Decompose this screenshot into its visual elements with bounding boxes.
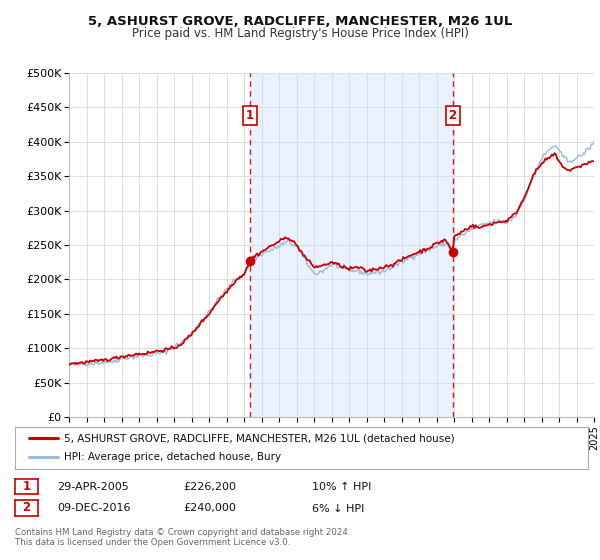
Text: 29-APR-2005: 29-APR-2005 — [57, 482, 129, 492]
Text: 5, ASHURST GROVE, RADCLIFFE, MANCHESTER, M26 1UL: 5, ASHURST GROVE, RADCLIFFE, MANCHESTER,… — [88, 15, 512, 28]
Text: £240,000: £240,000 — [183, 503, 236, 514]
Text: HPI: Average price, detached house, Bury: HPI: Average price, detached house, Bury — [64, 452, 281, 463]
Bar — [250, 73, 452, 417]
Text: 2: 2 — [22, 501, 31, 515]
Text: 6% ↓ HPI: 6% ↓ HPI — [312, 503, 364, 514]
Text: 10% ↑ HPI: 10% ↑ HPI — [312, 482, 371, 492]
Text: £226,200: £226,200 — [183, 482, 236, 492]
Text: 1: 1 — [22, 480, 31, 493]
Text: 1: 1 — [246, 109, 254, 122]
Text: 2: 2 — [449, 109, 457, 122]
Text: 09-DEC-2016: 09-DEC-2016 — [57, 503, 131, 514]
Text: Price paid vs. HM Land Registry's House Price Index (HPI): Price paid vs. HM Land Registry's House … — [131, 27, 469, 40]
Text: Contains HM Land Registry data © Crown copyright and database right 2024.
This d: Contains HM Land Registry data © Crown c… — [15, 528, 350, 547]
Text: 5, ASHURST GROVE, RADCLIFFE, MANCHESTER, M26 1UL (detached house): 5, ASHURST GROVE, RADCLIFFE, MANCHESTER,… — [64, 433, 454, 443]
